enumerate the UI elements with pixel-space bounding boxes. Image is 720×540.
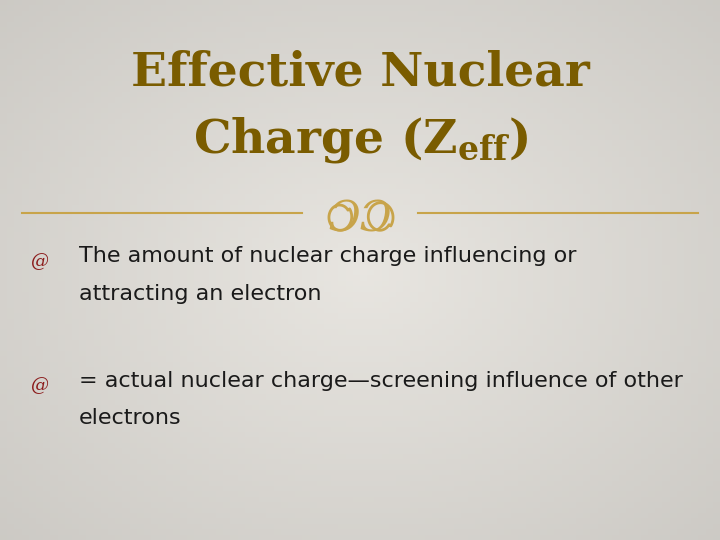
Text: @: @	[30, 253, 49, 271]
Text: Charge (Z$_{\mathregular{eff}}$): Charge (Z$_{\mathregular{eff}}$)	[192, 116, 528, 165]
Text: ƆƆ: ƆƆ	[328, 199, 392, 241]
Text: Effective Nuclear: Effective Nuclear	[130, 50, 590, 96]
Text: @: @	[30, 377, 49, 395]
Text: electrons: electrons	[79, 408, 182, 429]
Text: attracting an electron: attracting an electron	[79, 284, 322, 305]
Text: = actual nuclear charge—screening influence of other: = actual nuclear charge—screening influe…	[79, 370, 683, 391]
Text: The amount of nuclear charge influencing or: The amount of nuclear charge influencing…	[79, 246, 577, 267]
